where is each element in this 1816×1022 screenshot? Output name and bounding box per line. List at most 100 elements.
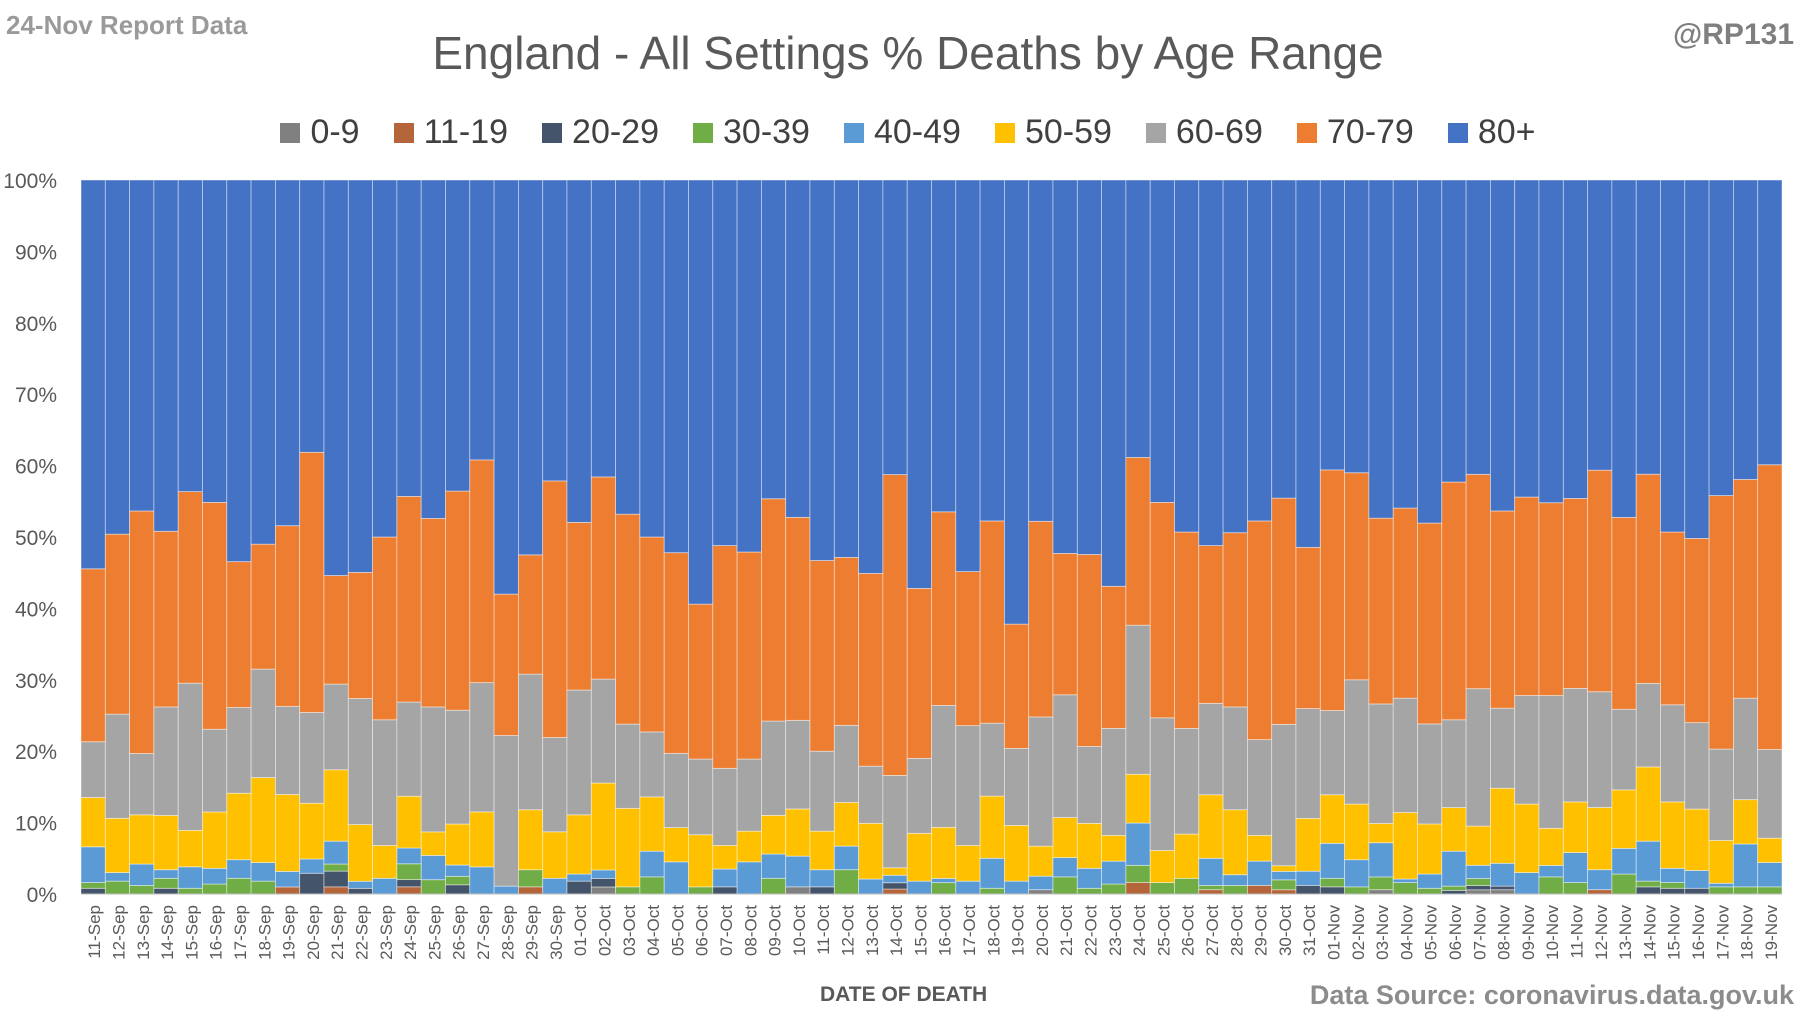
bar-segment (1441, 179, 1467, 483)
bar-segment (1660, 704, 1686, 803)
y-tick-label: 10% (15, 813, 57, 836)
bar-segment (688, 886, 714, 895)
x-tick-label: 23-Sep (377, 905, 396, 960)
legend-item: 40-49 (843, 113, 961, 152)
bar-segment (712, 868, 738, 888)
x-tick-label: 28-Oct (1227, 905, 1246, 956)
bar-segment (1222, 179, 1248, 534)
x-tick-label: 12-Sep (109, 905, 128, 960)
bar-segment (1635, 682, 1661, 768)
bar-segment (1295, 817, 1321, 872)
bar-segment (153, 869, 179, 879)
x-tick-label: 22-Sep (352, 905, 371, 960)
bar-segment (761, 877, 787, 895)
bar-segment (1198, 179, 1224, 546)
bar-segment (250, 668, 276, 779)
bar-segment (979, 520, 1005, 724)
bar-segment (104, 179, 131, 535)
bar-segment (1587, 889, 1613, 895)
x-tick-label: 17-Nov (1713, 905, 1732, 960)
bar-segment (1417, 887, 1443, 895)
bar-segment (396, 795, 422, 849)
bar-segment (1684, 722, 1710, 810)
x-tick-label: 07-Oct (717, 905, 736, 956)
bar-segment (1514, 803, 1540, 873)
bar-segment (979, 179, 1005, 522)
bar-segment (1708, 886, 1734, 895)
bar-segment (80, 179, 106, 570)
bar-segment (955, 880, 981, 895)
bar-segment (858, 573, 884, 767)
bar-segment (177, 491, 203, 684)
bar-segment (590, 782, 616, 871)
bar-segment (1733, 886, 1759, 895)
bar-segment (882, 888, 908, 895)
bar-segment (1587, 179, 1613, 471)
bar-segment (1757, 179, 1783, 466)
x-tick-label: 30-Sep (547, 905, 566, 960)
x-tick-label: 09-Oct (766, 905, 785, 956)
bar-segment (1757, 464, 1783, 750)
bar-segment (955, 571, 981, 727)
bar-segment (882, 867, 908, 876)
bar-segment (1392, 507, 1418, 699)
bar-segment (882, 882, 908, 890)
bar-segment (347, 572, 373, 699)
x-tick-label: 17-Sep (231, 905, 250, 960)
bar-segment (80, 568, 106, 743)
bar-segment (761, 720, 787, 816)
bar-segment (396, 886, 422, 895)
bar-segment (177, 866, 203, 889)
bar-segment (809, 869, 835, 888)
legend-swatch (994, 122, 1015, 143)
bar-segment (1611, 847, 1637, 875)
bar-segment (1149, 179, 1175, 503)
bar-segment (1174, 833, 1200, 879)
bar-segment (931, 179, 957, 513)
bar-segment (177, 179, 203, 493)
bar-segment (1222, 885, 1248, 895)
x-tick-label: 27-Sep (474, 905, 493, 960)
x-tick-label: 18-Sep (255, 905, 274, 960)
bar-segment (396, 701, 422, 797)
bar-segment (1562, 882, 1589, 895)
bar-segment (469, 459, 495, 684)
bar-segment (1368, 179, 1394, 519)
bar-segment (736, 551, 762, 760)
legend-item: 80+ (1447, 113, 1536, 152)
bar-segment (1514, 872, 1540, 895)
bar-segment (1635, 179, 1661, 475)
bar-segment (906, 832, 932, 882)
bar-segment (979, 722, 1005, 797)
bar-segment (1028, 845, 1054, 877)
bar-segment (1076, 822, 1103, 869)
x-tick-label: 24-Oct (1130, 905, 1149, 956)
bar-segment (469, 179, 495, 461)
bar-segment (202, 883, 228, 895)
bar-segment (1538, 876, 1564, 895)
bar-segment (590, 179, 616, 478)
bar-segment (1052, 817, 1078, 858)
bar-segment (420, 879, 446, 895)
bar-segment (1319, 886, 1346, 895)
bar-segment (323, 870, 349, 888)
bar-segment (1660, 801, 1686, 869)
y-tick-label: 100% (3, 170, 57, 193)
bar-segment (250, 543, 276, 670)
bar-segment (809, 886, 835, 895)
x-tick-label: 08-Nov (1495, 905, 1514, 960)
x-tick-label: 20-Oct (1033, 905, 1052, 956)
bar-segment (833, 179, 859, 558)
bar-segment (274, 794, 301, 872)
bar-segment (1247, 860, 1273, 886)
bar-segment (1538, 865, 1564, 878)
y-tick-label: 60% (15, 456, 57, 479)
author-handle: @RP131 (1673, 18, 1794, 51)
bar-segment (1684, 179, 1710, 539)
bar-segment (323, 575, 349, 685)
bar-segment (1684, 808, 1710, 871)
bar-segment (1611, 516, 1637, 710)
bar-segment (1052, 876, 1078, 895)
bar-segment (906, 880, 932, 895)
bar-segment (1441, 807, 1467, 852)
